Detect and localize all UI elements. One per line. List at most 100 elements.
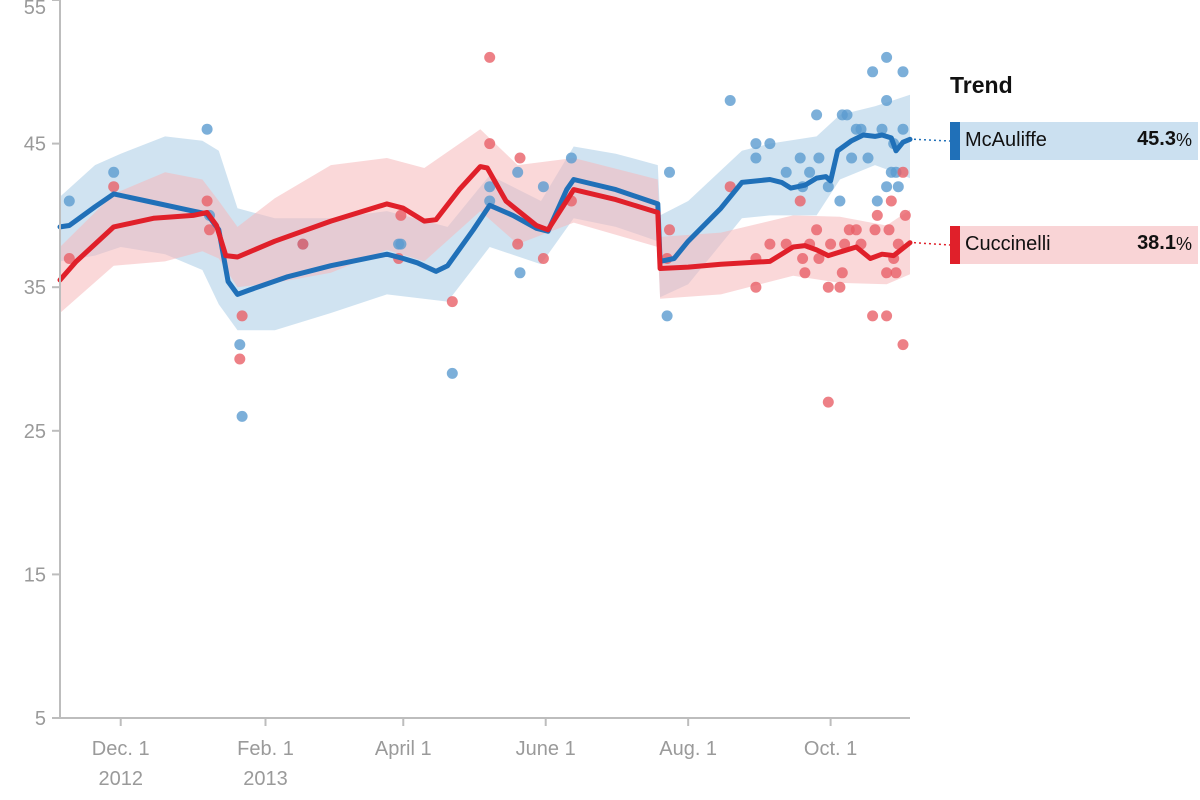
poll-point-cuccinelli xyxy=(664,224,675,236)
poll-point-cuccinelli xyxy=(839,238,851,250)
poll-point-cuccinelli xyxy=(822,281,834,293)
poll-point-mcauliffe xyxy=(724,95,736,106)
poll-point-cuccinelli xyxy=(881,267,893,279)
poll-point-cuccinelli xyxy=(484,138,496,150)
poll-point-cuccinelli xyxy=(799,267,811,279)
poll-point-mcauliffe xyxy=(867,66,879,78)
poll-point-cuccinelli xyxy=(395,209,407,221)
poll-point-cuccinelli xyxy=(899,209,911,221)
poll-point-mcauliffe xyxy=(764,138,776,150)
poll-point-mcauliffe xyxy=(63,195,75,207)
poll-point-cuccinelli xyxy=(794,195,806,207)
poll-point-cuccinelli xyxy=(869,224,881,236)
legend-connectors xyxy=(913,138,951,246)
poll-point-cuccinelli xyxy=(764,238,776,250)
x-tick-year-label: 2013 xyxy=(243,768,288,790)
poll-point-cuccinelli xyxy=(512,238,524,250)
x-axis-ticks: Dec. 1 2012 Feb. 1 2013 April 1 June 1 Aug. 1 O… xyxy=(92,718,857,790)
x-tick-label: Oct. 1 xyxy=(804,738,857,760)
trend-lines xyxy=(57,132,913,297)
poll-point-mcauliffe xyxy=(484,195,496,207)
poll-point-mcauliffe xyxy=(813,152,825,164)
legend-item-cuccinelli: Cuccinelli 38.1 % xyxy=(950,226,1198,264)
legend-value-cuccinelli: 38.1 xyxy=(1137,232,1176,254)
poll-points xyxy=(63,51,911,422)
poll-point-cuccinelli xyxy=(825,238,837,250)
poll-point-mcauliffe xyxy=(834,195,846,207)
poll-point-mcauliffe xyxy=(446,367,458,379)
poll-point-mcauliffe xyxy=(871,195,883,207)
poll-point-mcauliffe xyxy=(512,166,524,178)
poll-point-mcauliffe xyxy=(514,267,526,279)
poll-point-mcauliffe xyxy=(565,152,577,164)
axes xyxy=(59,0,910,719)
poll-point-mcauliffe xyxy=(822,181,834,193)
poll-point-mcauliffe xyxy=(780,166,792,178)
poll-point-mcauliffe xyxy=(892,181,904,193)
x-tick-label: April 1 xyxy=(375,738,432,760)
poll-point-mcauliffe xyxy=(855,123,867,135)
poll-point-mcauliffe xyxy=(108,166,120,178)
poll-point-cuccinelli xyxy=(201,195,213,207)
poll-point-mcauliffe xyxy=(881,51,893,63)
y-tick-label: 15 xyxy=(24,564,46,586)
poll-point-cuccinelli xyxy=(836,267,848,279)
poll-point-cuccinelli xyxy=(813,253,825,264)
poll-point-mcauliffe xyxy=(661,310,673,322)
poll-point-mcauliffe xyxy=(897,123,909,135)
poll-point-cuccinelli xyxy=(108,181,120,193)
poll-point-cuccinelli xyxy=(897,339,909,351)
trend-line-cuccinelli xyxy=(57,164,913,283)
legend-label-mcauliffe: McAuliffe xyxy=(965,129,1047,151)
legend-swatch-mcauliffe xyxy=(950,122,960,160)
poll-point-cuccinelli xyxy=(822,396,834,408)
y-tick-label: 35 xyxy=(24,277,46,299)
poll-point-mcauliffe xyxy=(537,181,549,193)
poll-point-cuccinelli xyxy=(514,152,526,164)
poll-point-mcauliffe xyxy=(234,339,246,351)
legend-unit-mcauliffe: % xyxy=(1175,130,1192,150)
connector-mcauliffe xyxy=(913,138,951,142)
legend-swatch-cuccinelli xyxy=(950,226,960,264)
y-tick-label: 5 xyxy=(35,708,46,730)
poll-point-cuccinelli xyxy=(834,281,846,293)
poll-point-cuccinelli xyxy=(537,253,549,264)
legend-value-mcauliffe: 45.3 xyxy=(1137,128,1176,150)
x-tick-label: Feb. 1 xyxy=(237,738,294,760)
x-tick-label: Aug. 1 xyxy=(659,738,717,760)
poll-point-mcauliffe xyxy=(484,181,496,193)
y-axis-ticks: 55 45 35 25 15 5 xyxy=(24,0,60,730)
poll-point-cuccinelli xyxy=(63,253,75,264)
poll-point-cuccinelli xyxy=(850,224,862,236)
poll-point-mcauliffe xyxy=(862,152,874,164)
poll-point-mcauliffe xyxy=(804,166,816,178)
poll-point-mcauliffe xyxy=(236,410,248,422)
poll-point-cuccinelli xyxy=(234,353,246,365)
poll-point-cuccinelli xyxy=(897,166,909,178)
poll-point-mcauliffe xyxy=(395,238,407,250)
legend-item-mcauliffe: McAuliffe 45.3 % xyxy=(950,122,1198,160)
poll-point-mcauliffe xyxy=(846,152,858,164)
poll-point-mcauliffe xyxy=(876,123,888,135)
legend-unit-cuccinelli: % xyxy=(1175,234,1192,254)
poll-point-mcauliffe xyxy=(881,95,893,106)
poll-point-mcauliffe xyxy=(841,109,853,121)
poll-point-mcauliffe xyxy=(811,109,823,121)
x-tick-label: June 1 xyxy=(516,738,576,760)
poll-point-cuccinelli xyxy=(446,296,458,308)
poll-point-mcauliffe xyxy=(897,66,909,78)
poll-point-cuccinelli xyxy=(885,195,897,207)
poll-point-cuccinelli xyxy=(797,253,809,264)
poll-point-cuccinelli xyxy=(204,224,215,236)
poll-point-cuccinelli xyxy=(890,267,902,279)
poll-point-cuccinelli xyxy=(484,51,496,63)
legend-label-cuccinelli: Cuccinelli xyxy=(965,233,1051,255)
poll-point-mcauliffe xyxy=(664,166,675,178)
poll-point-cuccinelli xyxy=(871,209,883,221)
poll-point-mcauliffe xyxy=(201,123,213,135)
legend-title: Trend xyxy=(950,72,1013,98)
poll-point-cuccinelli xyxy=(750,281,762,293)
poll-point-cuccinelli xyxy=(811,224,823,236)
poll-point-cuccinelli xyxy=(297,238,309,250)
